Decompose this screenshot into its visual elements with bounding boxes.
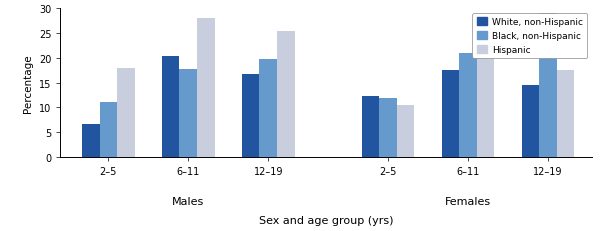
Bar <box>162 57 179 157</box>
Y-axis label: Percentage: Percentage <box>24 54 33 112</box>
Bar <box>459 54 477 157</box>
Bar <box>260 60 277 157</box>
Bar <box>539 14 557 157</box>
Bar <box>362 97 379 157</box>
Bar <box>442 71 459 157</box>
Bar <box>117 68 135 157</box>
Bar <box>242 75 260 157</box>
Bar <box>82 124 100 157</box>
Bar <box>379 99 397 157</box>
Bar <box>397 105 414 157</box>
Text: Females: Females <box>445 196 491 206</box>
Text: Sex and age group (yrs): Sex and age group (yrs) <box>259 215 393 225</box>
Bar <box>557 71 574 157</box>
Bar <box>197 19 214 157</box>
Bar <box>277 31 295 157</box>
Legend: White, non-Hispanic, Black, non-Hispanic, Hispanic: White, non-Hispanic, Black, non-Hispanic… <box>472 14 588 59</box>
Bar <box>179 69 197 157</box>
Bar <box>477 50 495 157</box>
Bar <box>100 102 117 157</box>
Text: Males: Males <box>172 196 204 206</box>
Bar <box>522 86 539 157</box>
